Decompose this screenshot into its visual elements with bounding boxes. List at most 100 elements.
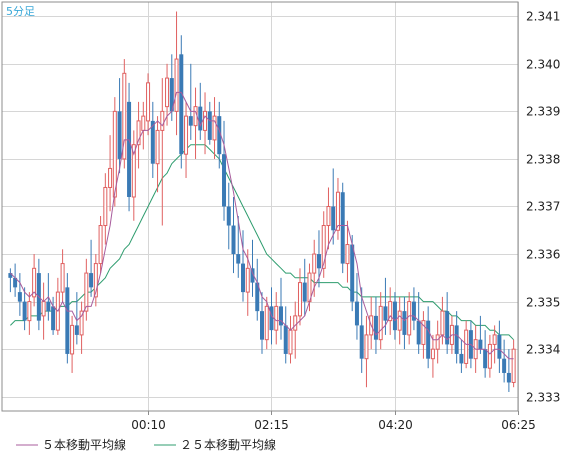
candle: [260, 292, 264, 354]
candle: [174, 11, 179, 136]
candle-body-up: [155, 129, 160, 165]
candle-body-down: [207, 111, 212, 140]
y-axis: 2.333 2.334 2.335 2.336 2.337 2.338 2.339 2.340…: [526, 10, 560, 405]
candle-body-down: [46, 301, 51, 312]
candle-body-down: [459, 353, 464, 364]
candle: [483, 330, 488, 378]
candle: [397, 296, 402, 345]
candle: [108, 135, 113, 212]
candle-body-up: [32, 267, 37, 298]
candle-body-up: [440, 310, 445, 336]
candle-body-down: [17, 292, 22, 302]
y-tick-label: 2.339: [526, 105, 560, 119]
candle-body-down: [74, 325, 79, 335]
candle: [435, 320, 440, 364]
candle-body-up: [312, 253, 317, 274]
candle: [506, 349, 511, 392]
ma5-layer: [10, 91, 514, 360]
candle: [350, 235, 355, 312]
candle: [278, 277, 283, 340]
candle: [13, 263, 18, 297]
candle: [222, 120, 227, 221]
candle-body-up: [492, 334, 497, 345]
legend-label-ma25: ２５本移動平均線: [180, 437, 276, 452]
candle-body-up: [274, 305, 279, 331]
x-axis: 00:10 02:15 04:20 06:25: [131, 411, 536, 432]
candle-body-down: [89, 273, 94, 288]
candle: [373, 296, 378, 354]
candle-body-down: [483, 349, 488, 369]
candle: [198, 82, 203, 140]
candle: [74, 292, 79, 345]
candle-body-up: [41, 301, 46, 317]
candle: [302, 258, 307, 316]
candle-body-up: [79, 310, 84, 336]
candle: [22, 287, 27, 331]
candle-body-down: [231, 225, 236, 255]
candle-body-down: [117, 111, 122, 159]
candle-body-down: [502, 358, 507, 373]
candle-body-up: [212, 115, 217, 141]
candle: [502, 339, 507, 383]
candle-body-down: [51, 306, 56, 331]
candle: [255, 258, 260, 321]
candle-body-up: [160, 110, 165, 131]
candle-body-down: [302, 282, 307, 302]
candle: [340, 182, 345, 274]
x-tick-label: 04:20: [378, 418, 413, 432]
candle: [335, 177, 340, 240]
candle: [207, 101, 212, 145]
legend-label-ma5: ５本移動平均線: [42, 437, 126, 452]
candle-body-down: [188, 116, 193, 126]
candle: [459, 339, 464, 373]
candle-body-down: [127, 101, 132, 197]
candle: [231, 196, 236, 274]
candle: [421, 311, 426, 359]
candle: [89, 239, 94, 297]
plot-border: [1, 1, 519, 412]
y-tick-label: 2.334: [526, 343, 560, 357]
candle: [297, 268, 302, 326]
candle: [122, 59, 127, 169]
candle-body-up: [345, 244, 350, 265]
candle: [93, 254, 98, 307]
candle-body-up: [421, 320, 426, 345]
candle-body-down: [340, 192, 345, 264]
x-tick-label: 06:25: [501, 418, 536, 432]
candle-body-up: [407, 301, 412, 336]
candle-body-down: [426, 320, 431, 359]
candle-body-down: [198, 106, 203, 131]
candle: [32, 254, 37, 307]
candle-body-down: [278, 306, 283, 326]
candle: [511, 339, 516, 388]
candle-body-down: [383, 306, 388, 321]
candle: [392, 292, 397, 340]
candle-body-down: [354, 301, 359, 326]
candle-body-up: [146, 82, 151, 122]
candle-body-up: [131, 144, 136, 198]
candle-body-down: [222, 154, 227, 207]
candle: [245, 249, 250, 316]
candle-body-down: [22, 301, 27, 321]
candle: [274, 292, 279, 345]
candle: [293, 301, 298, 359]
candle-body-down: [445, 311, 450, 345]
x-tick-label: 02:15: [254, 418, 289, 432]
candle-body-down: [392, 301, 397, 331]
candle: [331, 168, 336, 245]
candle-body-down: [169, 78, 174, 112]
candle: [212, 97, 217, 159]
candle: [65, 273, 70, 364]
candle-body-down: [331, 206, 336, 231]
candle-body-down: [402, 311, 407, 335]
candle: [165, 63, 170, 126]
y-tick-label: 2.337: [526, 200, 560, 214]
candle-body-down: [255, 282, 260, 312]
y-tick-label: 2.341: [526, 10, 560, 24]
candle-body-down: [478, 339, 483, 350]
candle-body-up: [174, 58, 179, 112]
candle: [51, 296, 56, 335]
candle: [146, 73, 151, 136]
candle: [283, 306, 288, 364]
